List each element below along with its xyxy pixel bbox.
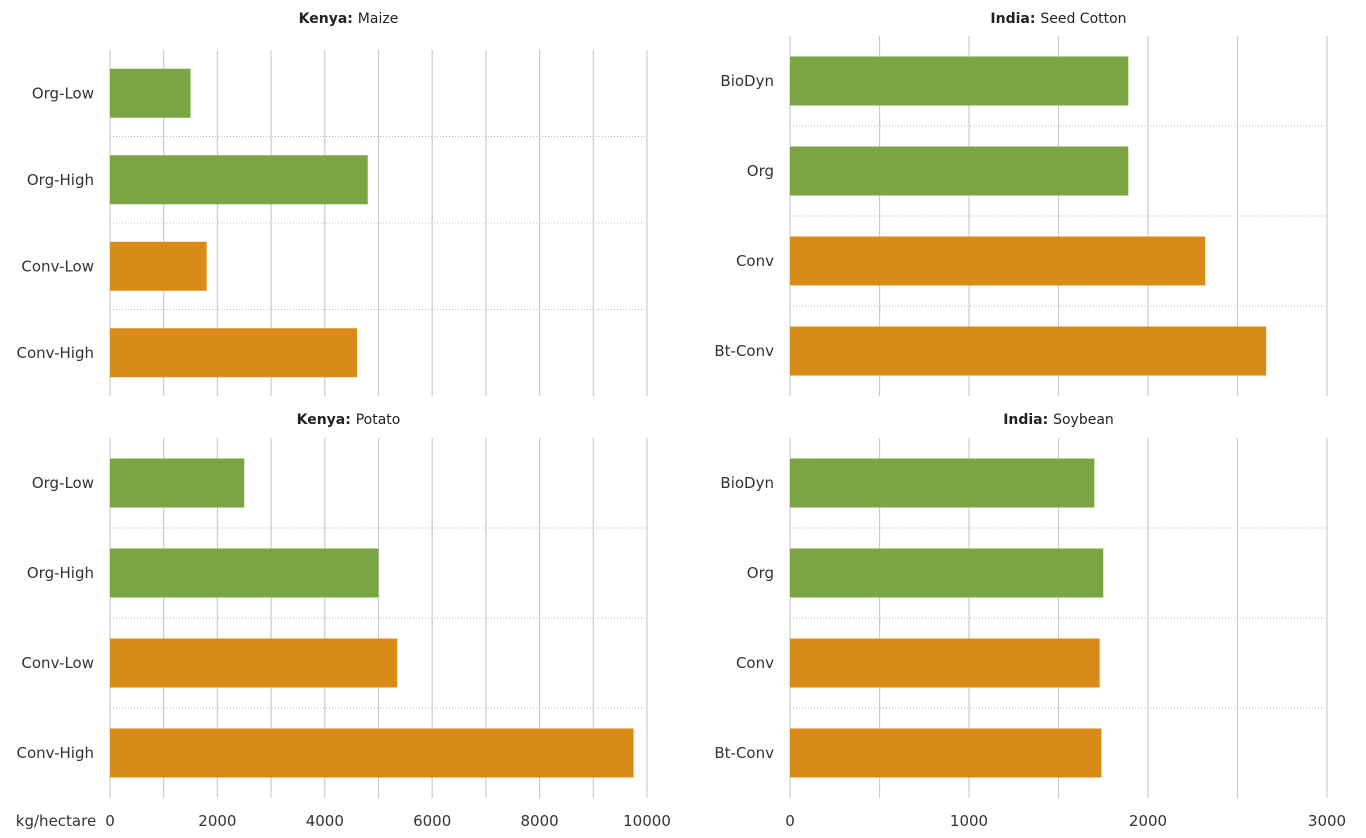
x-tick-label: 10000 xyxy=(623,812,671,830)
category-label: BioDyn xyxy=(720,72,774,90)
bar-kenya-potato-org-low xyxy=(110,458,245,508)
subplot-title-crop: Potato xyxy=(356,412,401,428)
subplot-title: India: Seed Cotton xyxy=(990,11,1126,27)
subplot-title-country: Kenya: xyxy=(299,11,358,27)
category-label: Org-Low xyxy=(32,84,94,102)
x-tick-label: 2000 xyxy=(1129,812,1167,830)
subplot-title-country: India: xyxy=(1003,412,1053,428)
x-tick-label: 1000 xyxy=(950,812,988,830)
category-label: Conv-High xyxy=(16,744,94,762)
category-label: Org xyxy=(747,564,774,582)
bar-kenya-maize-conv-low xyxy=(110,241,207,291)
x-tick-label: 0 xyxy=(105,812,115,830)
subplot-title-crop: Soybean xyxy=(1053,412,1114,428)
category-label: Conv xyxy=(736,252,774,270)
subplot-title-country: India: xyxy=(990,11,1040,27)
bar-kenya-potato-conv-low xyxy=(110,638,398,688)
category-label: Org-High xyxy=(27,564,94,582)
bar-kenya-maize-conv-high xyxy=(110,328,358,378)
x-tick-label: 8000 xyxy=(521,812,559,830)
subplot-title-country: Kenya: xyxy=(297,412,356,428)
x-axis-unit-label: kg/hectare xyxy=(16,812,96,830)
bar-india-soybean-org xyxy=(790,548,1104,598)
bar-india-seed-cotton-conv xyxy=(790,236,1206,286)
x-tick-label: 4000 xyxy=(306,812,344,830)
subplot-title: Kenya: Potato xyxy=(297,412,401,428)
bar-india-soybean-conv xyxy=(790,638,1100,688)
category-label: Org-High xyxy=(27,171,94,189)
subplot-title: Kenya: Maize xyxy=(299,11,399,27)
x-tick-label: 6000 xyxy=(413,812,451,830)
bar-kenya-potato-org-high xyxy=(110,548,379,598)
category-label: Conv-High xyxy=(16,344,94,362)
x-tick-label: 0 xyxy=(785,812,795,830)
category-label: Conv-Low xyxy=(21,257,94,275)
subplot-title: India: Soybean xyxy=(1003,412,1114,428)
x-tick-label: 3000 xyxy=(1308,812,1346,830)
bar-india-seed-cotton-biodyn xyxy=(790,56,1129,106)
category-label: Conv-Low xyxy=(21,654,94,672)
category-label: BioDyn xyxy=(720,474,774,492)
bar-india-soybean-biodyn xyxy=(790,458,1095,508)
bar-india-soybean-bt-conv xyxy=(790,728,1102,778)
bar-kenya-potato-conv-high xyxy=(110,728,634,778)
bar-kenya-maize-org-low xyxy=(110,68,191,118)
category-label: Org-Low xyxy=(32,474,94,492)
category-label: Org xyxy=(747,162,774,180)
bar-india-seed-cotton-bt-conv xyxy=(790,326,1267,376)
bar-india-seed-cotton-org xyxy=(790,146,1129,196)
category-label: Bt-Conv xyxy=(714,342,774,360)
x-tick-label: 2000 xyxy=(198,812,236,830)
category-label: Conv xyxy=(736,654,774,672)
category-label: Bt-Conv xyxy=(714,744,774,762)
bar-kenya-maize-org-high xyxy=(110,155,368,205)
subplot-title-crop: Maize xyxy=(358,11,399,27)
subplot-title-crop: Seed Cotton xyxy=(1040,11,1126,27)
